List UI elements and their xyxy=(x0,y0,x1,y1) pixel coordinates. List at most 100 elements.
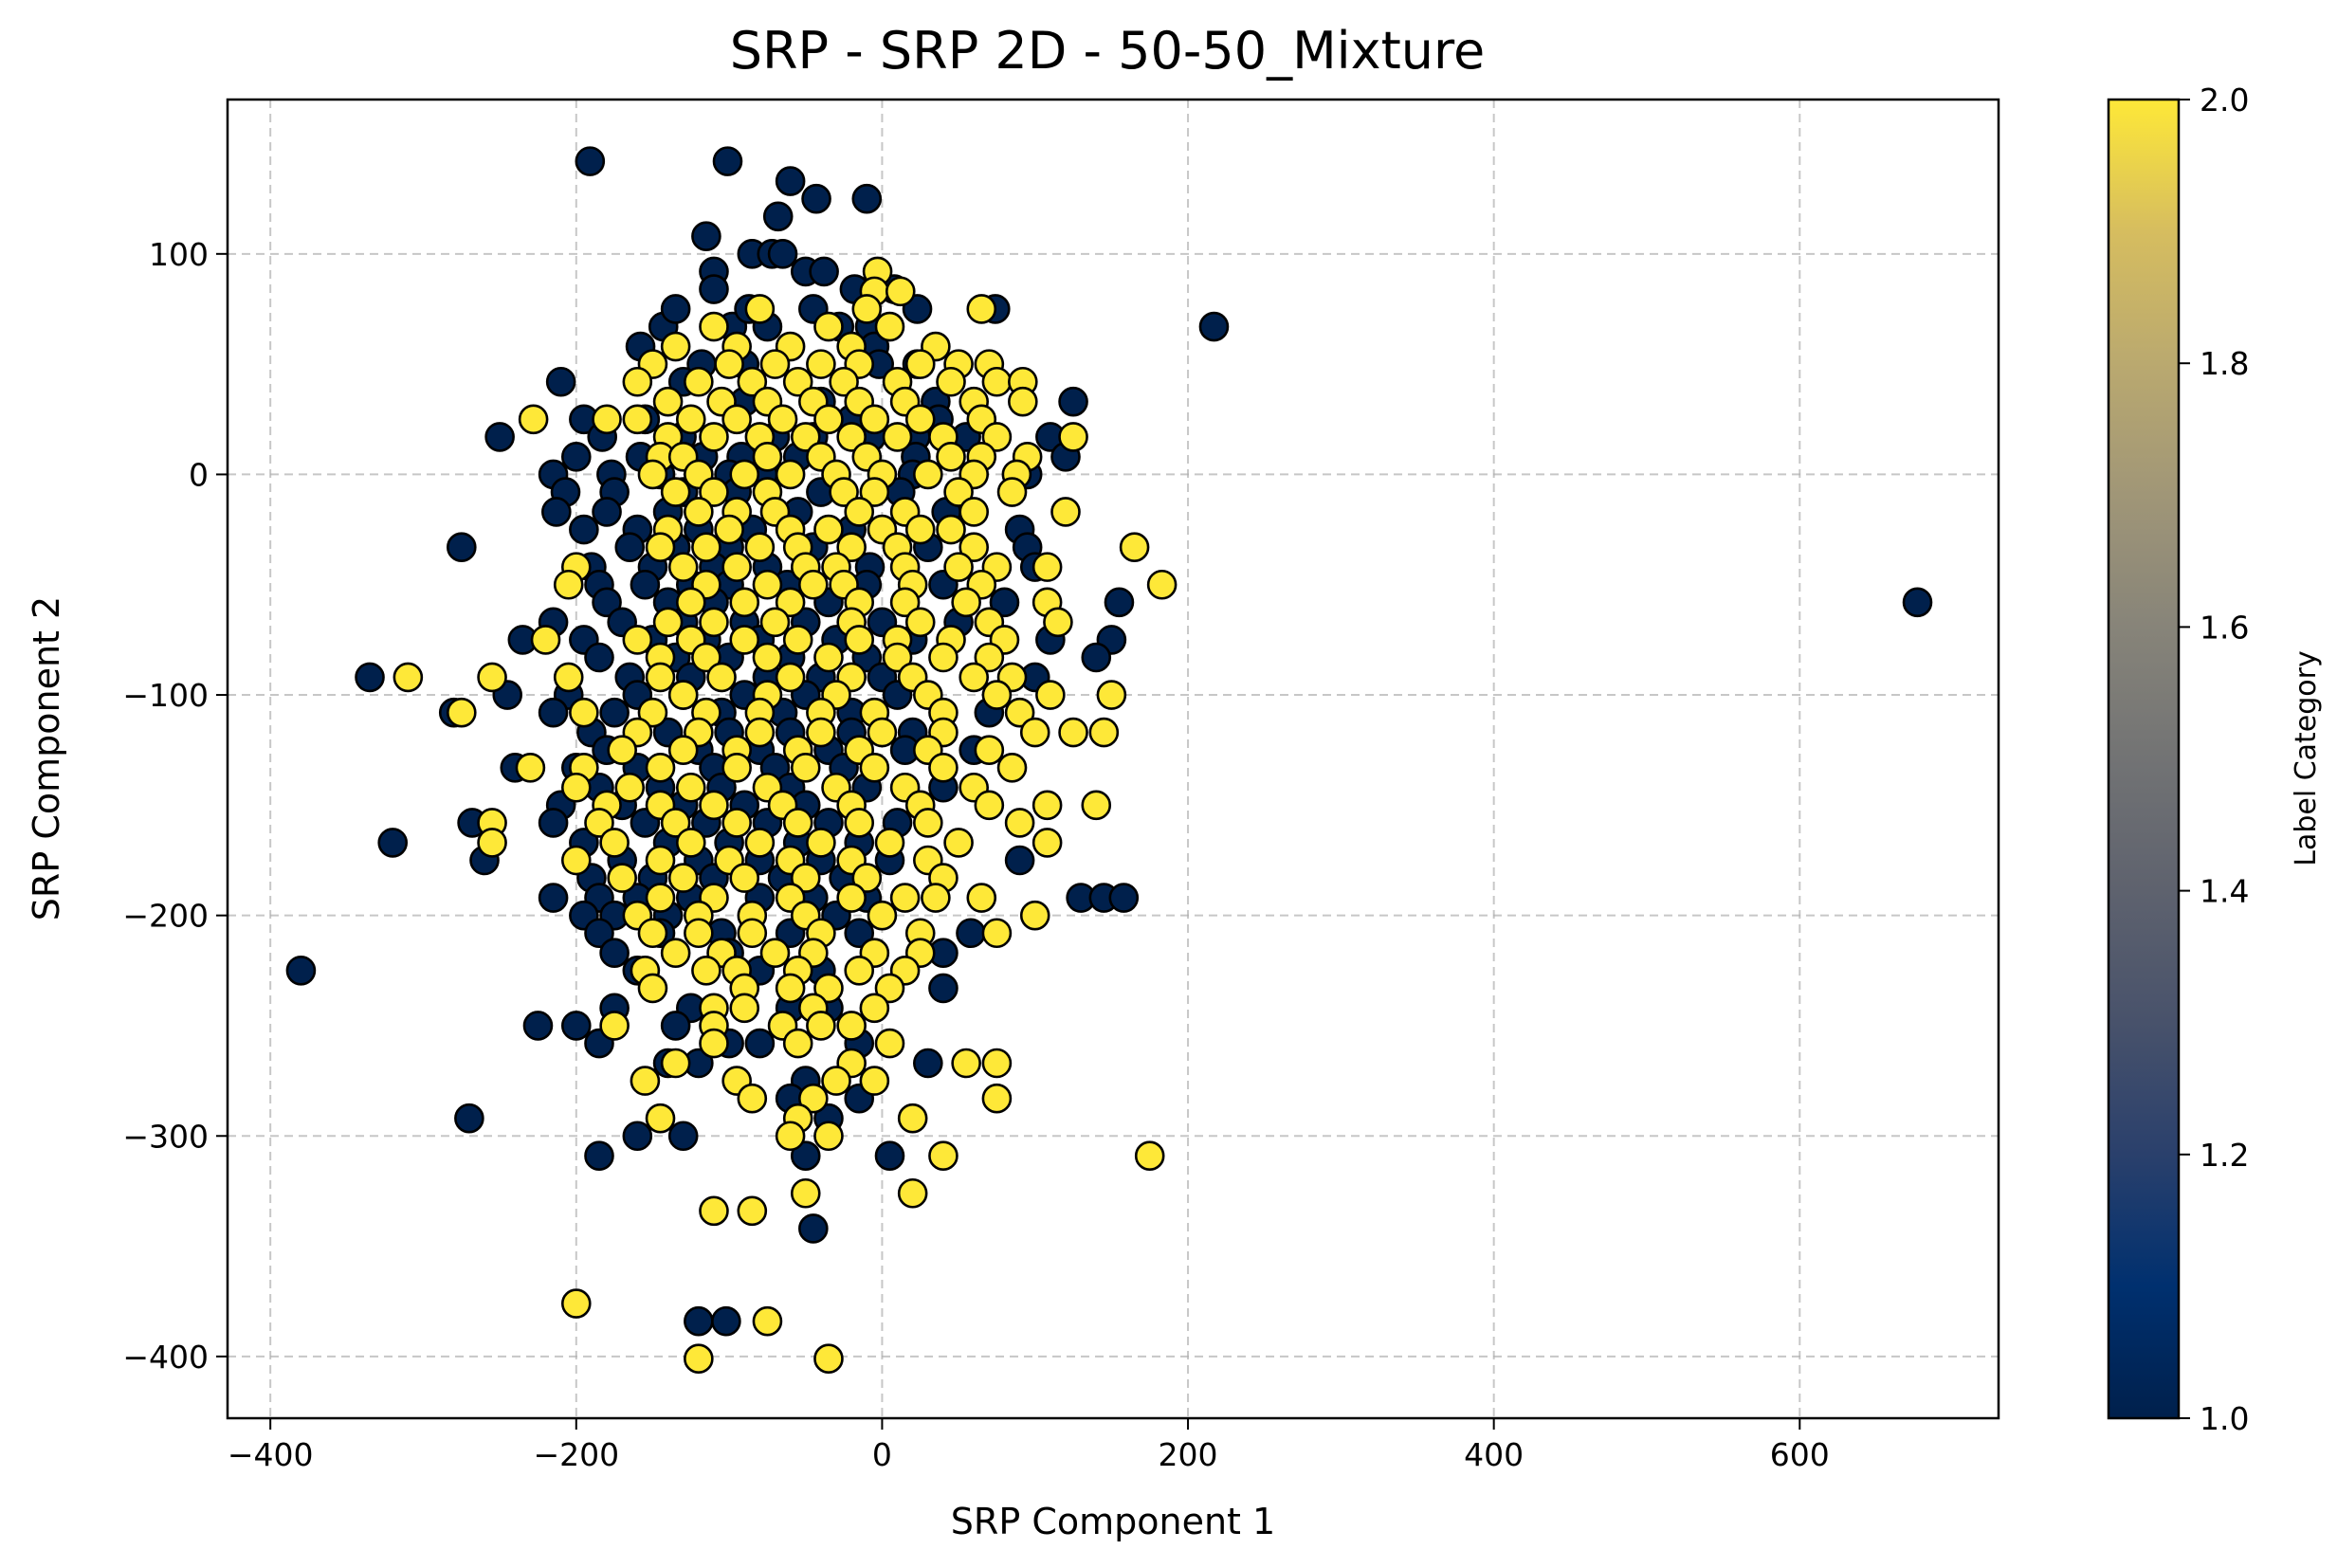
data-point-category-2 xyxy=(515,753,546,783)
data-point-category-2 xyxy=(569,697,599,728)
data-point-category-2 xyxy=(813,1121,844,1152)
y-tick-label: −100 xyxy=(122,677,209,714)
data-point-category-2 xyxy=(667,863,699,893)
grid xyxy=(228,100,1999,1418)
data-point-category-2 xyxy=(936,514,966,545)
data-point-category-2 xyxy=(936,366,966,397)
data-point-category-2 xyxy=(721,552,752,582)
data-point-category-1 xyxy=(630,569,661,600)
data-point-category-2 xyxy=(813,1343,844,1374)
data-point-category-1 xyxy=(592,587,622,618)
y-tick-label: −400 xyxy=(122,1339,209,1376)
data-point-category-2 xyxy=(477,828,507,858)
data-point-category-1 xyxy=(711,1305,741,1337)
data-point-category-2 xyxy=(691,956,721,986)
data-point-category-1 xyxy=(538,808,569,838)
y-tick-label: 0 xyxy=(189,456,209,493)
data-point-category-2 xyxy=(943,828,974,858)
data-point-category-1 xyxy=(956,918,986,949)
colorbar-tick-label: 1.4 xyxy=(2200,873,2249,910)
data-point-category-1 xyxy=(599,938,630,968)
data-point-category-2 xyxy=(699,422,729,452)
data-point-category-2 xyxy=(699,311,729,342)
data-point-category-2 xyxy=(767,404,798,435)
data-point-category-2 xyxy=(737,366,768,397)
data-point-category-2 xyxy=(584,808,614,838)
data-point-category-2 xyxy=(951,1048,981,1079)
data-point-category-2 xyxy=(775,973,806,1004)
data-point-category-2 xyxy=(599,1011,630,1041)
data-point-category-1 xyxy=(667,1121,699,1152)
data-point-category-2 xyxy=(660,938,691,968)
x-tick-label: 600 xyxy=(1770,1436,1830,1473)
data-point-category-2 xyxy=(699,477,729,507)
data-point-category-2 xyxy=(518,404,549,435)
data-point-category-2 xyxy=(951,587,981,618)
colorbar xyxy=(2107,98,2181,1420)
data-point-category-2 xyxy=(645,845,676,876)
x-tick-label: −400 xyxy=(228,1436,314,1473)
data-point-category-2 xyxy=(752,1305,783,1337)
data-point-category-1 xyxy=(377,828,409,858)
data-point-category-2 xyxy=(981,918,1013,949)
data-point-category-2 xyxy=(1134,1140,1165,1171)
data-point-category-2 xyxy=(897,1103,928,1134)
data-point-category-2 xyxy=(447,697,477,728)
data-point-category-2 xyxy=(1096,680,1127,710)
data-point-category-2 xyxy=(1035,680,1066,710)
data-point-category-1 xyxy=(592,497,622,527)
data-point-category-2 xyxy=(1043,607,1073,638)
data-point-category-2 xyxy=(645,532,676,562)
data-point-category-2 xyxy=(660,1048,691,1079)
data-point-category-1 xyxy=(660,294,691,324)
data-point-category-2 xyxy=(790,1177,821,1209)
data-point-category-2 xyxy=(943,552,974,582)
data-point-category-2 xyxy=(775,587,806,618)
data-point-category-1 xyxy=(767,239,798,269)
data-point-category-2 xyxy=(607,735,637,765)
data-point-category-2 xyxy=(660,477,691,507)
data-point-category-2 xyxy=(859,404,890,435)
colorbar-label: Label Category xyxy=(2290,650,2323,866)
data-point-category-2 xyxy=(737,918,768,949)
data-point-category-2 xyxy=(667,735,699,765)
data-point-category-2 xyxy=(645,1103,676,1134)
data-point-category-2 xyxy=(859,993,890,1024)
data-point-category-2 xyxy=(829,366,859,397)
y-axis: −400 −300 −200 −100 0 100 xyxy=(122,236,228,1376)
data-point-category-2 xyxy=(706,662,737,693)
y-tick-label: −300 xyxy=(122,1118,209,1155)
data-point-category-2 xyxy=(592,404,622,435)
data-point-category-2 xyxy=(699,1195,729,1227)
data-point-category-1 xyxy=(484,422,515,452)
data-point-category-1 xyxy=(355,662,385,693)
data-point-category-2 xyxy=(684,497,714,527)
data-point-category-2 xyxy=(1088,717,1120,748)
data-point-category-2 xyxy=(714,514,744,545)
data-point-category-2 xyxy=(928,1140,959,1171)
data-point-category-2 xyxy=(752,442,783,472)
data-point-category-1 xyxy=(599,697,630,728)
data-point-category-2 xyxy=(1032,828,1063,858)
data-point-category-2 xyxy=(959,497,990,527)
data-point-category-2 xyxy=(675,587,706,618)
data-point-category-2 xyxy=(477,662,507,693)
data-point-category-2 xyxy=(637,697,668,728)
data-point-category-2 xyxy=(798,569,829,600)
data-point-category-2 xyxy=(874,1028,905,1059)
data-point-category-2 xyxy=(806,828,836,858)
data-point-category-2 xyxy=(729,863,760,893)
data-point-category-1 xyxy=(569,514,599,545)
data-point-category-2 xyxy=(553,569,584,600)
data-point-category-2 xyxy=(821,1066,851,1096)
data-point-category-1 xyxy=(622,1121,653,1152)
data-point-category-1 xyxy=(874,1140,905,1171)
data-point-category-1 xyxy=(454,1103,484,1134)
data-point-category-2 xyxy=(744,828,776,858)
data-point-category-2 xyxy=(607,863,637,893)
data-point-category-1 xyxy=(801,183,831,214)
data-point-category-1 xyxy=(1108,883,1140,913)
data-point-category-2 xyxy=(829,477,859,507)
data-point-category-2 xyxy=(928,642,959,673)
